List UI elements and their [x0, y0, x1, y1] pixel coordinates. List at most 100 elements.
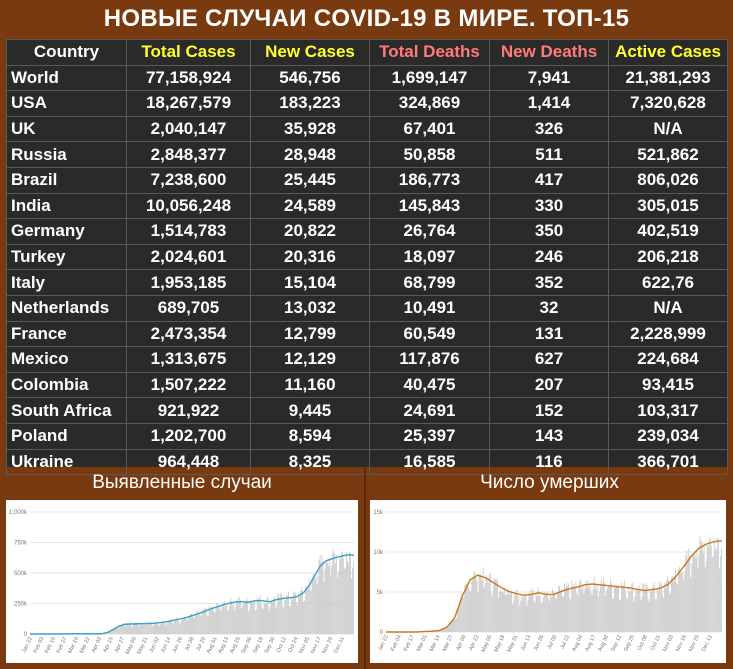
- bar: [602, 577, 604, 632]
- table-row: World 77,158,924 546,756 1,699,147 7,941 21,3…: [6, 64, 728, 92]
- bar: [330, 575, 332, 634]
- bar: [278, 593, 280, 634]
- bar: [258, 598, 260, 634]
- cell-new-deaths: 352: [489, 269, 609, 296]
- y-tick-label: 250k: [14, 602, 28, 608]
- bar: [718, 568, 720, 632]
- cell-total-deaths: 40,475: [369, 371, 490, 399]
- column-header-country: Country: [6, 39, 127, 66]
- cell-country: USA: [6, 90, 127, 117]
- bar: [720, 547, 722, 632]
- x-tick-label: Apr 27: [114, 636, 126, 653]
- bar: [568, 583, 570, 632]
- bar: [176, 617, 178, 634]
- bar: [614, 584, 615, 632]
- bar: [475, 577, 477, 632]
- y-tick-label: 5k: [377, 590, 384, 596]
- bar: [531, 588, 533, 632]
- bar: [144, 624, 146, 634]
- bar: [541, 602, 543, 632]
- bar: [163, 621, 165, 634]
- cell-active-cases: 2,228,999: [608, 320, 728, 348]
- bar: [598, 592, 600, 632]
- bar: [711, 557, 713, 632]
- bar: [303, 600, 305, 634]
- cell-new-deaths: 1,414: [489, 90, 609, 117]
- x-tick-label: Jul 09: [547, 634, 559, 650]
- bar: [528, 593, 530, 632]
- cell-active-cases: 93,415: [608, 371, 728, 399]
- bar: [623, 584, 625, 632]
- bar: [134, 622, 135, 634]
- bar: [138, 626, 139, 634]
- bar: [558, 585, 559, 632]
- cases-chart-title: Выявленные случаи: [92, 472, 272, 493]
- bar: [517, 596, 519, 632]
- cell-new-deaths: 7,941: [489, 64, 609, 92]
- bar: [207, 616, 209, 634]
- bar: [599, 586, 601, 632]
- bar: [501, 591, 502, 632]
- bar: [224, 601, 226, 634]
- bar: [466, 583, 468, 632]
- bar: [168, 619, 170, 634]
- bar: [119, 625, 121, 634]
- bar: [288, 591, 290, 634]
- bar: [342, 551, 344, 634]
- bar: [150, 622, 152, 634]
- cell-new-deaths: 627: [489, 346, 609, 373]
- bar: [458, 608, 460, 632]
- bar: [158, 626, 160, 634]
- bar: [260, 603, 262, 634]
- bar: [566, 582, 568, 632]
- bar: [491, 596, 493, 632]
- bar: [460, 597, 462, 632]
- bar: [486, 577, 488, 632]
- bar: [525, 594, 527, 632]
- bar: [627, 598, 629, 632]
- bar: [604, 595, 606, 632]
- cell-new-cases: 12,129: [250, 346, 370, 373]
- bar: [716, 537, 718, 632]
- bar: [347, 560, 348, 634]
- bar: [719, 555, 721, 632]
- bar: [344, 568, 345, 634]
- bar: [444, 628, 445, 632]
- cell-new-deaths: 246: [489, 243, 609, 271]
- bar: [655, 598, 657, 632]
- bar: [245, 601, 246, 634]
- bar: [476, 580, 478, 632]
- cell-new-deaths: 326: [489, 115, 609, 143]
- bar: [549, 593, 551, 632]
- bar: [693, 555, 695, 632]
- bar: [225, 605, 227, 634]
- bar: [198, 612, 200, 634]
- bar: [701, 541, 703, 632]
- bar: [606, 587, 608, 632]
- bar: [505, 594, 506, 632]
- cell-country: World: [6, 64, 127, 92]
- bar: [292, 599, 293, 634]
- bar: [139, 624, 141, 634]
- bar: [127, 623, 128, 634]
- bar: [290, 605, 291, 634]
- bar: [254, 610, 256, 634]
- x-tick-label: Jan 22: [377, 634, 389, 652]
- bar: [122, 625, 124, 634]
- x-tick-label: Mar 01: [416, 634, 429, 652]
- x-tick-label: Oct 12: [276, 636, 288, 653]
- bar: [218, 608, 220, 634]
- bar: [674, 576, 675, 632]
- bar: [114, 628, 116, 634]
- bar: [206, 615, 208, 634]
- bar: [535, 593, 537, 632]
- bar: [272, 601, 274, 634]
- cell-total-deaths: 1,699,147: [369, 64, 490, 92]
- bar: [490, 593, 492, 632]
- bar: [151, 626, 153, 634]
- cell-total-deaths: 186,773: [369, 166, 490, 194]
- cell-total-cases: 2,473,354: [126, 320, 251, 348]
- y-tick-label: 10k: [373, 550, 384, 556]
- bar: [613, 598, 614, 632]
